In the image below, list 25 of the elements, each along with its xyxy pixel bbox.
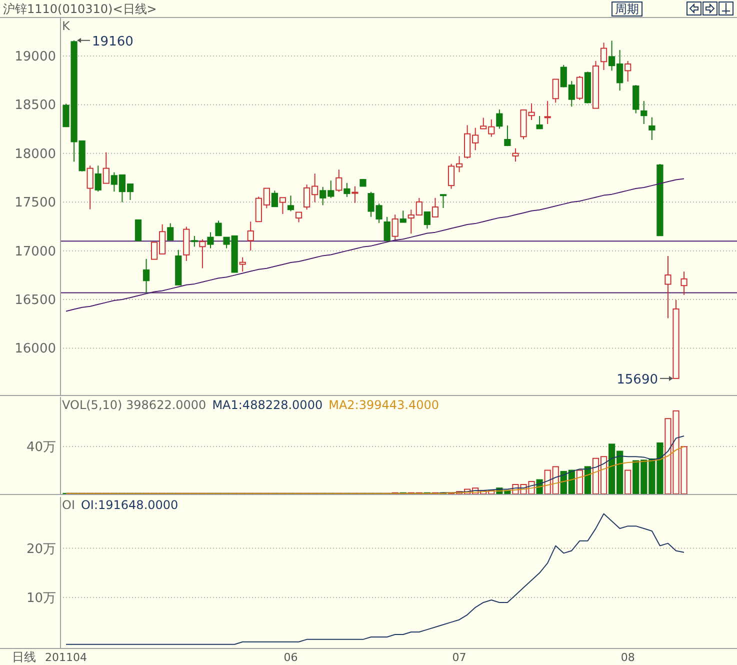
chart-title: OI <box>62 498 75 512</box>
chart-title: VOL(5,10) 398622.0000 <box>62 398 206 412</box>
text: 周期 <box>615 2 639 16</box>
y-tick-label: 17500 <box>14 196 56 211</box>
text: MA2:399443.4000 <box>328 398 439 412</box>
y-tick-label: 19000 <box>14 49 56 64</box>
y-tick-label: 40万 <box>26 440 56 456</box>
y-tick-label: 16500 <box>14 293 56 308</box>
x-axis-title: 日线 <box>12 650 36 664</box>
y-tick-label: 18000 <box>14 146 56 162</box>
chart-title: 沪锌1110(010310)<日线> <box>3 2 157 16</box>
annotation: 19160 <box>92 34 134 50</box>
y-tick-label: 18500 <box>14 98 56 114</box>
x-tick-label: 201104 <box>45 651 88 664</box>
text: MA1:488228.0000 <box>212 398 323 412</box>
annotation: 15690 <box>616 372 658 388</box>
y-tick-label: 10万 <box>26 591 56 606</box>
y-tick-label: 17000 <box>14 244 56 260</box>
x-tick-label: 06 <box>284 651 298 664</box>
x-tick-label: 07 <box>452 651 466 664</box>
text: OI:191648.0000 <box>80 498 178 512</box>
x-tick-label: 08 <box>620 651 635 664</box>
y-tick-label: 16000 <box>14 342 56 357</box>
y-tick-label: 20万 <box>26 542 56 557</box>
chart-subtitle: K <box>62 19 71 33</box>
